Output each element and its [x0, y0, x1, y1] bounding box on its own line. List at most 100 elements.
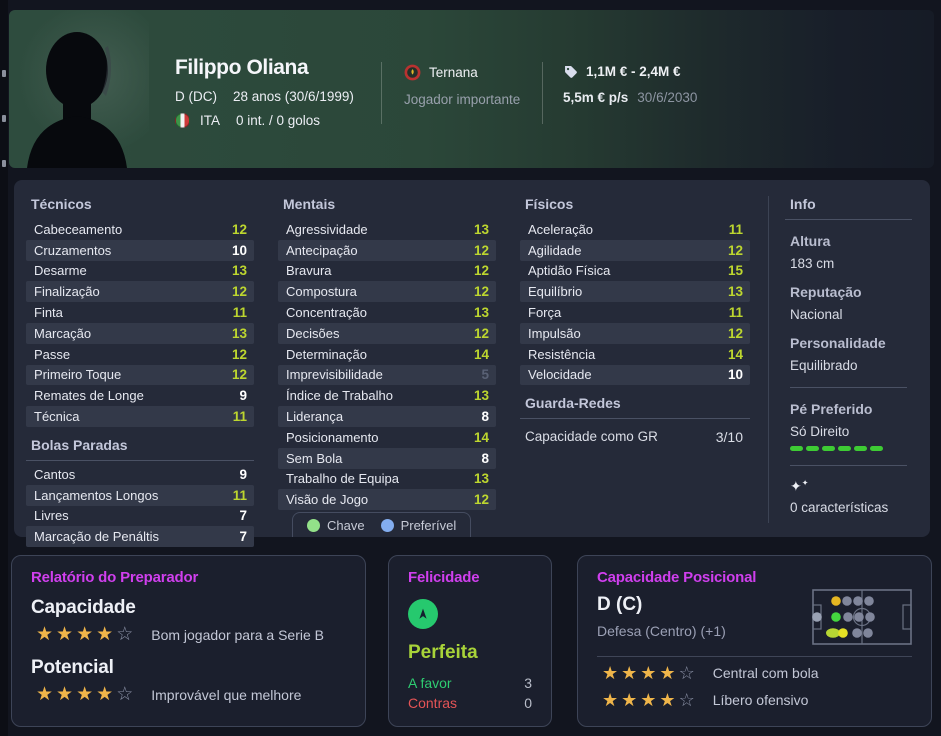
player-header: Filippo Oliana D (DC) 28 anos (30/6/1999… — [9, 10, 934, 168]
reputation-label: Reputação — [790, 284, 862, 300]
happiness-state: Perfeita — [408, 642, 478, 663]
attribute-row: Cantos 9 — [26, 464, 254, 485]
position-pitch-map[interactable] — [812, 588, 912, 646]
preferred-foot-bar — [790, 446, 907, 451]
attribute-value: 13 — [231, 263, 247, 279]
wage: 5,5m € p/s — [563, 90, 629, 105]
coach-report-panel: Relatório do Preparador Capacidade ★ ★ ★ ★ ☆… — [11, 555, 366, 727]
attribute-label: Lançamentos Longos — [34, 487, 159, 503]
star-filled-icon: ★ — [621, 690, 638, 710]
height-label: Altura — [790, 233, 831, 249]
collapsed-sidebar[interactable] — [0, 0, 8, 736]
attribute-label: Trabalho de Equipa — [286, 471, 399, 487]
position-dot — [842, 596, 852, 606]
attribute-value: 13 — [473, 221, 489, 237]
position-dot — [831, 596, 841, 606]
attribute-row: Impulsão 12 — [520, 322, 750, 344]
attribute-value: 12 — [473, 242, 489, 258]
attribute-row: Antecipação 12 — [278, 239, 496, 261]
attribute-row: Decisões 12 — [278, 322, 496, 344]
star-empty-icon: ☆ — [116, 624, 134, 645]
section-title-physical: Físicos — [525, 196, 574, 212]
attribute-label: Índice de Trabalho — [286, 388, 393, 404]
attribute-value: 11 — [232, 487, 247, 503]
section-title-technical: Técnicos — [31, 196, 92, 212]
attribute-label: Técnica — [34, 409, 80, 425]
attribute-label: Cantos — [34, 466, 76, 482]
attribute-value: 11 — [232, 409, 247, 425]
role-rating-row: ★ ★ ★ ★ ☆ Central com bola — [597, 662, 912, 684]
section-title-goalkeeping: Guarda-Redes — [520, 387, 750, 420]
goalkeeping-ability-row: Capacidade como GR 3/10 — [520, 422, 750, 449]
attribute-row: Remates de Longe 9 — [26, 385, 254, 406]
position-dot — [863, 628, 873, 638]
attribute-row: Força 11 — [520, 302, 750, 323]
club-link[interactable]: Ternana — [404, 64, 542, 81]
attribute-value: 13 — [473, 305, 489, 321]
position-dot — [826, 628, 840, 638]
attribute-row: Posicionamento 14 — [278, 427, 496, 448]
position-dot — [853, 596, 863, 606]
attributes-panel: Técnicos Cabeceamento 12 Cruzamentos 10 Desa… — [14, 180, 930, 548]
attribute-value: 10 — [727, 367, 743, 383]
attribute-value: 13 — [231, 325, 247, 341]
star-filled-icon: ★ — [36, 624, 54, 645]
coach-report-title: Relatório do Preparador — [31, 569, 199, 586]
position-dot — [838, 628, 848, 638]
player-position: D (DC) — [175, 89, 217, 104]
star-filled-icon: ★ — [56, 624, 74, 645]
attribute-label: Imprevisibilidade — [286, 367, 383, 383]
potential-rating: ★ ★ ★ ★ ☆ Improvável que melhore — [31, 684, 346, 706]
attribute-row: Cabeceamento 12 — [26, 219, 254, 240]
attribute-label: Visão de Jogo — [286, 492, 369, 508]
star-filled-icon: ★ — [621, 663, 638, 683]
panel-divider — [768, 196, 769, 523]
star-filled-icon: ★ — [602, 690, 619, 710]
star-filled-icon: ★ — [602, 663, 619, 683]
attribute-label: Velocidade — [528, 367, 592, 383]
set-pieces-attributes-list: Cantos 9 Lançamentos Longos 11 Livres 7 Marcaç… — [26, 464, 254, 548]
header-divider — [381, 62, 382, 124]
attribute-row: Resistência 14 — [520, 344, 750, 365]
attribute-label: Primeiro Toque — [34, 367, 122, 383]
section-title-mental: Mentais — [283, 196, 336, 212]
attribute-row: Desarme 13 — [26, 261, 254, 282]
attribute-label: Impulsão — [528, 325, 581, 341]
happiness-arrow-icon — [408, 599, 438, 629]
attribute-value: 11 — [232, 305, 247, 321]
attribute-value: 13 — [727, 284, 743, 300]
club-name: Ternana — [429, 65, 478, 80]
attribute-value: 13 — [473, 471, 489, 487]
position-dot — [854, 612, 864, 622]
sidebar-mark — [2, 115, 6, 122]
attribute-row: Determinação 14 — [278, 344, 496, 365]
attribute-label: Livres — [34, 508, 69, 524]
attribute-legend: Chave Preferível — [292, 512, 472, 537]
value-tag-icon — [565, 66, 577, 78]
attribute-row: Concentração 13 — [278, 302, 496, 323]
attribute-label: Decisões — [286, 325, 340, 341]
attribute-row: Trabalho de Equipa 13 — [278, 469, 496, 490]
info-divider — [790, 465, 907, 466]
role-label: Central com bola — [712, 665, 819, 681]
legend-preferable: Preferível — [380, 518, 456, 533]
star-filled-icon: ★ — [96, 624, 114, 645]
attribute-value: 9 — [239, 388, 247, 404]
attribute-row: Índice de Trabalho 13 — [278, 385, 496, 406]
technical-attributes-list: Cabeceamento 12 Cruzamentos 10 Desarme 13 Fina… — [26, 219, 254, 427]
foot-strength-segment — [822, 446, 835, 451]
attribute-label: Cruzamentos — [34, 242, 112, 258]
star-empty-icon: ☆ — [678, 690, 695, 710]
attribute-value: 12 — [473, 325, 489, 341]
attribute-label: Agilidade — [528, 242, 582, 258]
personality-value: Equilibrado — [790, 358, 858, 373]
attribute-label: Força — [528, 305, 562, 321]
star-filled-icon: ★ — [96, 684, 114, 705]
attribute-value: 7 — [239, 508, 247, 524]
attribute-value: 11 — [728, 305, 743, 321]
attribute-row: Técnica 11 — [26, 406, 254, 427]
key-dot-icon — [307, 518, 320, 532]
attribute-row: Equilíbrio 13 — [520, 281, 750, 303]
attribute-label: Liderança — [286, 409, 344, 425]
attribute-value: 9 — [239, 466, 247, 482]
